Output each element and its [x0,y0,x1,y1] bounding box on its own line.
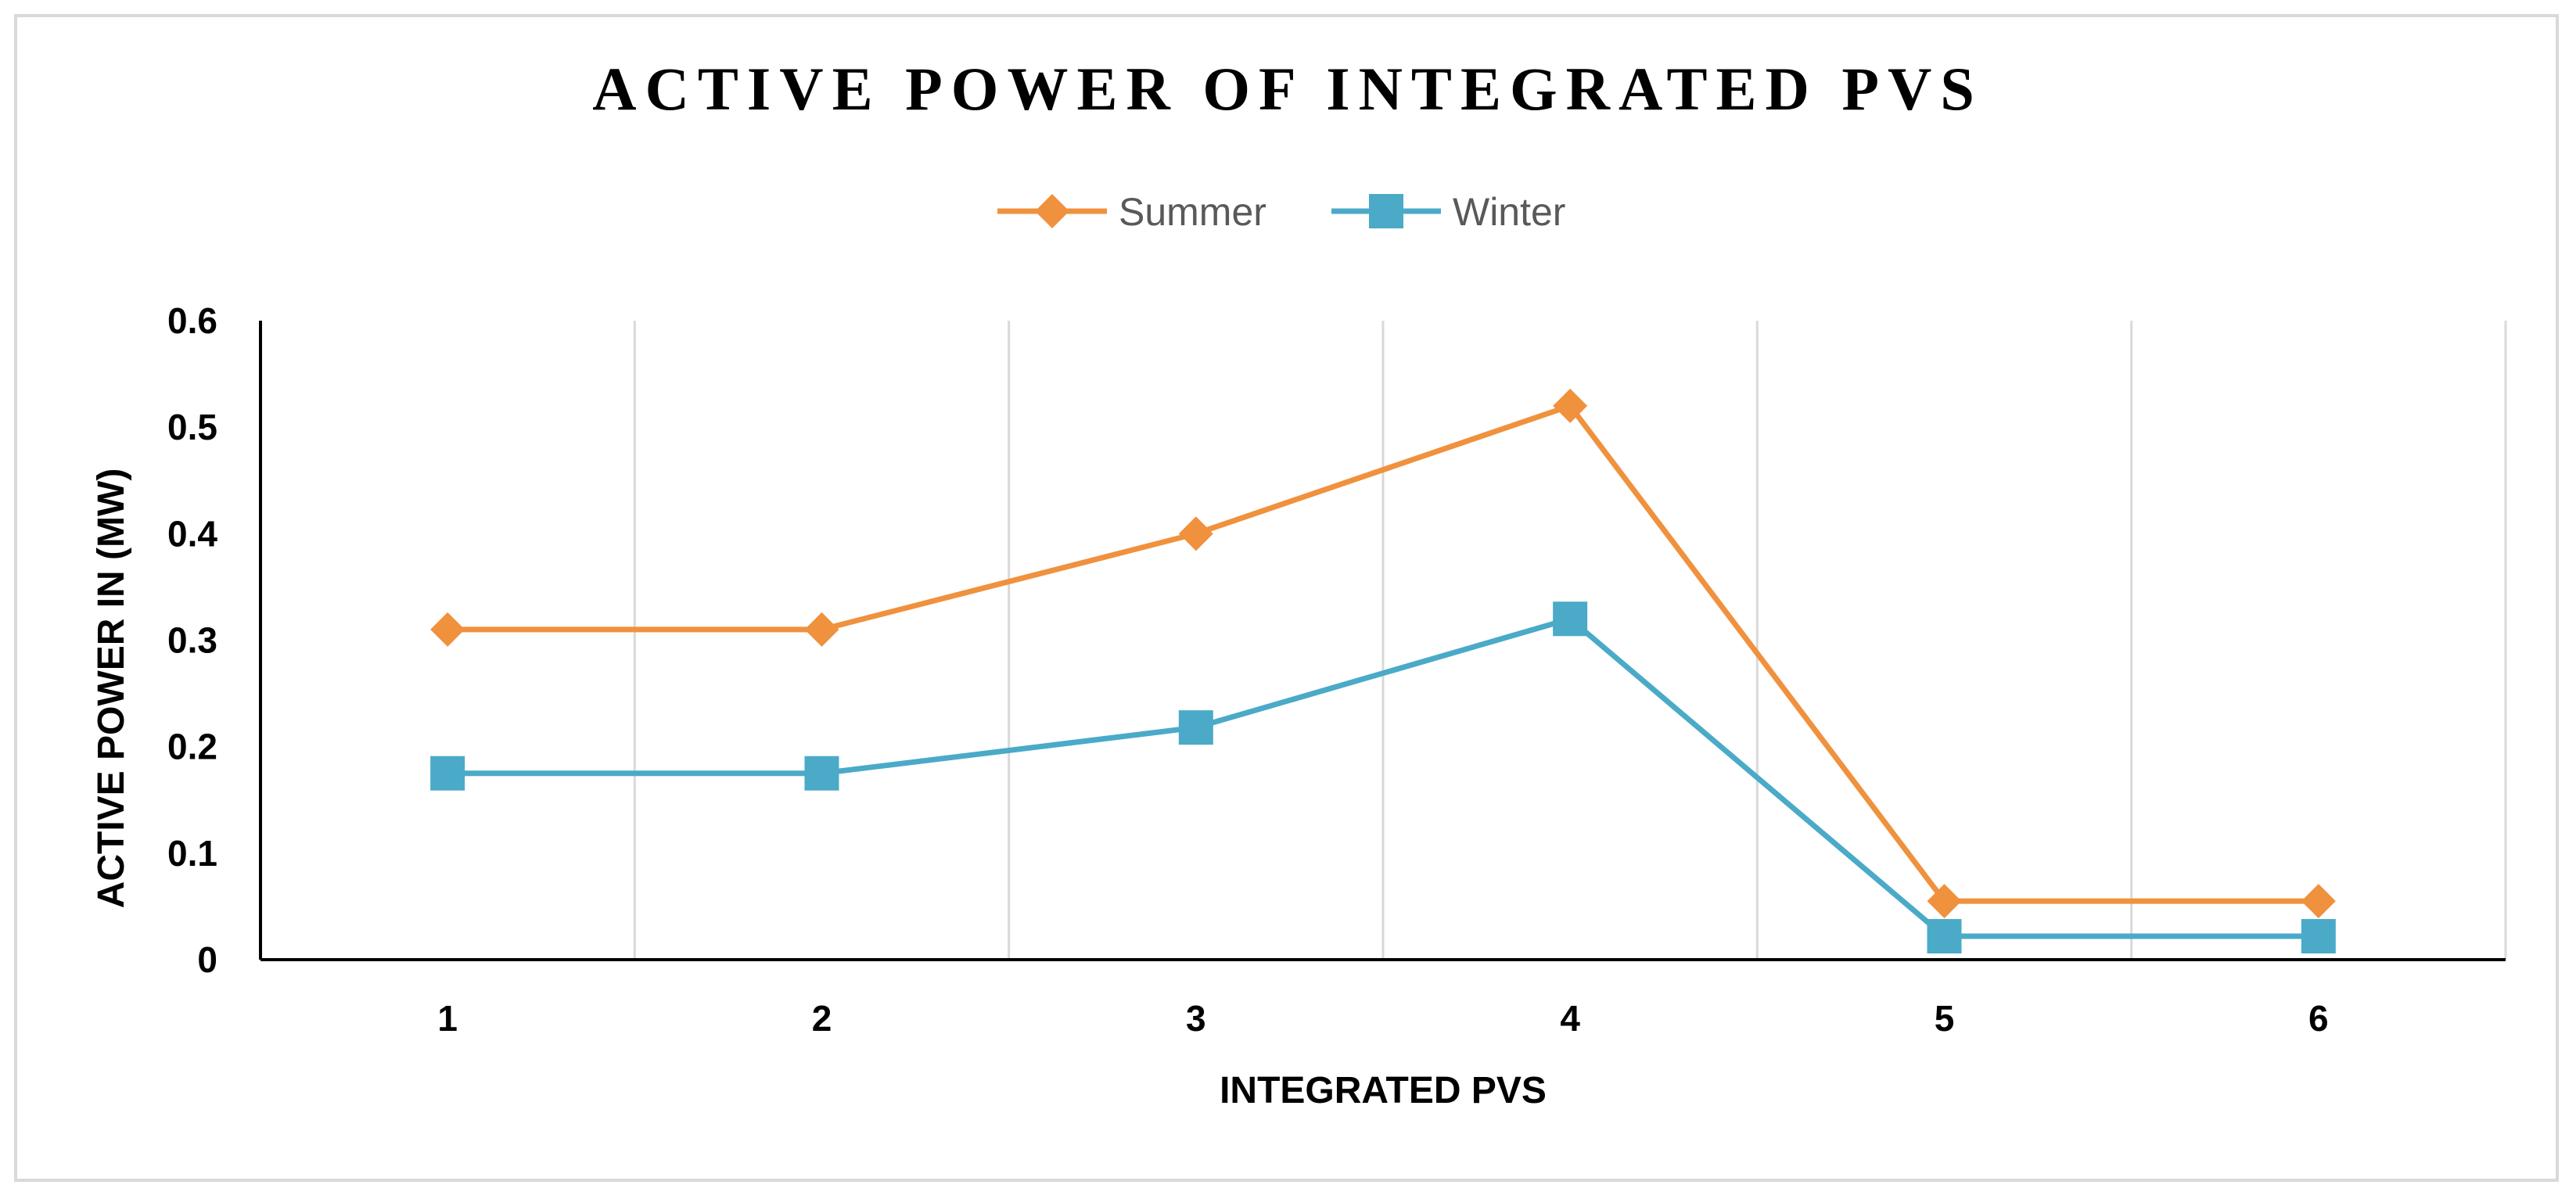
y-tick-label: 0.2 [167,727,217,767]
data-point [804,612,839,647]
series-winter [430,601,2336,954]
data-point [1553,388,1588,423]
data-point [804,756,839,791]
data-point [1178,516,1213,551]
x-tick-label: 5 [1935,998,1955,1039]
data-point [1927,884,1962,919]
x-tick-label: 2 [812,998,832,1039]
series-line [447,403,2319,904]
y-tick-label: 0.5 [167,407,217,447]
legend-marker [1369,194,1403,228]
y-tick-label: 0 [197,939,217,980]
data-point [430,612,465,647]
y-tick-label: 0.6 [167,300,217,341]
legend-label: Summer [1119,190,1266,234]
legend-label: Winter [1453,190,1565,234]
legend: Summer Winter [997,190,1565,234]
legend-item-summer: Summer [997,190,1266,234]
series-summer [430,388,2336,919]
data-point [1553,601,1588,637]
y-tick-label: 0.1 [167,833,217,874]
x-tick-label: 6 [2308,998,2329,1039]
x-tick-label: 3 [1186,998,1206,1039]
series-layer [430,388,2336,954]
data-point [2301,919,2336,954]
chart-title: ACTIVE POWER OF INTEGRATED PVS [592,55,1983,123]
gridlines [633,321,2507,960]
legend-item-winter: Winter [1331,190,1565,234]
y-axis-title: ACTIVE POWER IN (MW) [91,468,132,909]
data-point [1927,919,1962,954]
data-point [430,756,465,791]
legend-marker [1035,194,1069,228]
data-point [2301,884,2336,919]
x-axis-ticks: 1 2 3 4 5 6 [437,998,2328,1039]
y-tick-label: 0.4 [167,513,217,554]
y-axis-ticks: 0 0.1 0.2 0.3 0.4 0.5 0.6 [167,300,217,980]
axes [259,321,2506,961]
data-point [1178,710,1213,745]
x-axis-title: INTEGRATED PVS [1220,1070,1547,1111]
series-line [447,616,2319,939]
x-tick-label: 1 [437,998,458,1039]
y-tick-label: 0.3 [167,620,217,661]
x-tick-label: 4 [1560,998,1580,1039]
chart-frame [14,14,2559,1182]
